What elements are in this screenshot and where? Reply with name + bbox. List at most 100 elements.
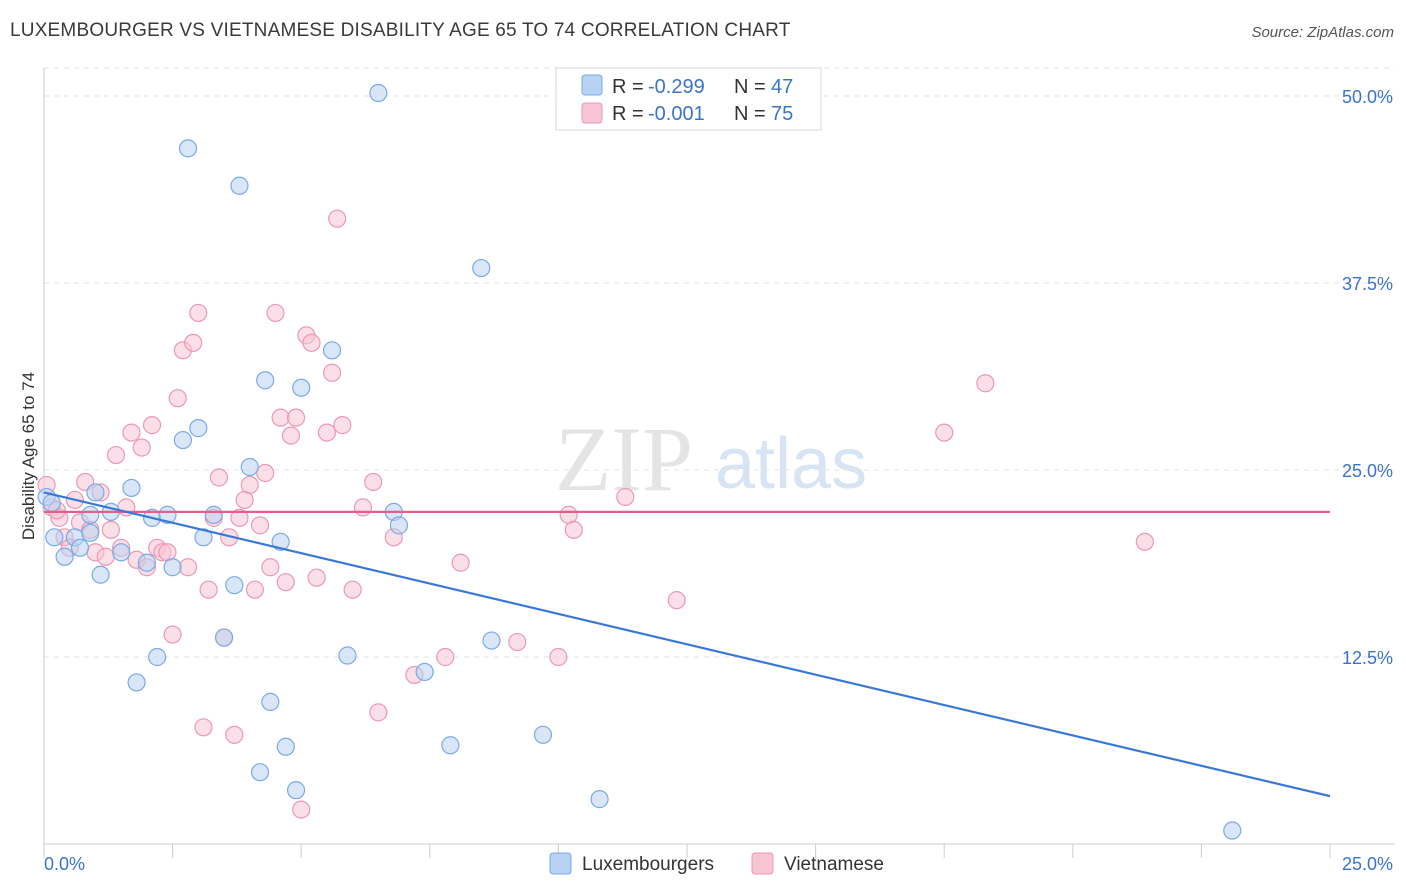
data-point [276,737,295,756]
data-point [132,438,151,457]
legend-swatch-luxembourgers [581,74,603,96]
data-point [173,430,192,450]
data-point [189,303,208,323]
data-point [112,543,131,562]
data-point [127,673,146,692]
bottom-legend-label-luxembourgers: Luxembourgers [582,854,714,875]
data-point [137,553,156,572]
data-point [369,83,388,103]
data-point [81,523,100,542]
stats-legend: R = -0.299 N = 47 R = -0.001 N = 75 [555,67,822,131]
series-legend: Luxembourgers Vietnamese [549,852,884,875]
data-point [286,781,306,800]
data-point [163,625,182,644]
data-point [101,520,120,539]
data-point [55,547,74,566]
data-point [286,408,306,427]
y-tick-label: 12.5% [1342,648,1393,668]
data-point [508,632,527,652]
data-point [189,419,208,438]
data-point [225,576,244,595]
data-point [343,580,362,599]
data-point [266,303,285,323]
data-point [240,457,259,477]
luxembourger-trend-line [43,491,1331,798]
source-credit: Source: ZipAtlas.com [1251,24,1394,41]
data-point [302,333,321,352]
data-point [122,478,141,498]
data-point [194,528,213,547]
data-point [225,725,244,744]
data-point [436,647,455,667]
data-point [42,493,61,513]
legend-r-label-1: R = [612,103,644,125]
data-point [204,505,223,524]
y-tick-label: 25.0% [1342,461,1393,481]
data-point [1135,532,1154,551]
data-point [250,516,270,535]
data-point [322,341,342,360]
data-point [199,580,218,599]
data-point [590,790,609,809]
data-point [533,725,553,744]
y-axis-label: Disability Age 65 to 74 [19,372,38,540]
data-point [333,416,352,435]
data-point [142,416,162,435]
data-point [209,468,228,487]
y-tick-label: 50.0% [1342,87,1393,107]
data-point [389,516,409,535]
data-point [472,258,491,278]
data-point [353,498,373,517]
data-point [549,647,568,667]
data-point [441,736,460,755]
data-point [178,139,198,158]
data-point [369,703,388,722]
data-point [317,423,337,442]
data-point [261,558,280,577]
data-point [482,631,501,650]
legend-r-label-0: R = [612,76,644,98]
legend-n-label-0: N = [734,76,766,98]
data-point [564,520,583,539]
data-point [271,408,290,427]
data-point [256,371,275,390]
data-point [281,426,301,445]
data-point [45,528,64,547]
x-axis-ticks [43,844,1331,858]
data-point [240,475,259,495]
data-point [276,573,295,592]
bottom-legend-swatch-vietnamese [751,852,774,875]
gridlines [44,67,1395,658]
data-point [184,333,203,352]
data-point [322,363,342,382]
data-point [96,547,115,566]
data-point [122,423,141,442]
data-point [106,445,126,465]
data-point [616,487,635,507]
watermark-atlas: atlas [715,424,867,504]
legend-n-value-1: 75 [771,103,793,125]
bottom-legend-swatch-luxembourgers [549,852,572,875]
bottom-legend-label-vietnamese: Vietnamese [784,854,884,875]
x-tick-label-min: 0.0% [44,854,85,874]
data-point [451,553,470,572]
data-point [148,647,167,667]
legend-r-value-0: -0.299 [648,76,705,98]
legend-swatch-vietnamese [581,102,603,124]
data-point [91,565,110,584]
data-point [338,646,357,665]
data-point [245,580,265,599]
data-point [194,718,213,737]
data-point [271,532,290,551]
data-point [86,483,105,502]
data-point [292,378,311,397]
data-point [250,763,270,782]
data-point [307,568,326,587]
y-tick-labels: 12.5% 25.0% 37.5% 50.0% [1342,87,1393,668]
luxembourger-points [37,83,1242,840]
data-point [178,558,198,577]
data-point [163,558,182,577]
data-point [158,505,177,524]
data-point [667,591,686,610]
